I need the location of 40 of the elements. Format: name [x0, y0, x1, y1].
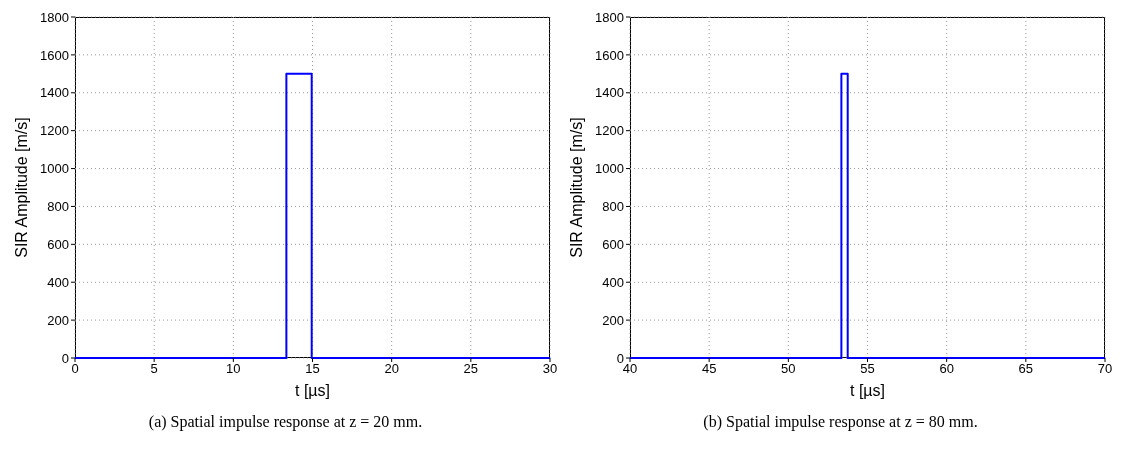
y-tick-label: 1600 — [40, 47, 69, 63]
x-tick-label: 30 — [542, 361, 558, 377]
x-axis-title: t [µs] — [850, 382, 885, 399]
x-tick-label: 60 — [939, 361, 954, 377]
x-tick-label: 0 — [71, 361, 79, 377]
y-tick-label: 400 — [602, 274, 624, 290]
y-tick-label: 800 — [602, 199, 624, 215]
y-tick-label: 1600 — [595, 47, 624, 63]
text: (b) Spatial impulse response at z = 80 mm. — [702, 413, 979, 431]
x-tick-label: 50 — [781, 361, 796, 377]
x-tick-label: 10 — [226, 361, 241, 377]
y-tick-label: 800 — [47, 199, 69, 215]
y-tick-label: 1800 — [40, 9, 69, 25]
x-tick-label: 55 — [860, 361, 875, 377]
y-tick-label: 600 — [602, 236, 624, 252]
x-tick-label: 40 — [622, 361, 638, 377]
y-tick-label: 0 — [61, 350, 69, 366]
x-tick-label: 5 — [150, 361, 158, 377]
y-tick-label: 0 — [616, 350, 624, 366]
y-tick-label: 400 — [47, 274, 69, 290]
x-tick-label: 70 — [1097, 361, 1113, 377]
y-tick-label: 1400 — [40, 85, 69, 101]
y-tick-label: 1200 — [595, 123, 624, 139]
x-tick-label: 20 — [384, 361, 399, 377]
x-tick-label: 45 — [701, 361, 717, 377]
y-tick-label: 1200 — [40, 123, 69, 139]
x-tick-label: 25 — [463, 361, 479, 377]
x-tick-label: 65 — [1018, 361, 1034, 377]
y-tick-label: 1000 — [40, 161, 69, 177]
y-tick-label: 1000 — [595, 161, 624, 177]
y-tick-label: 1400 — [595, 85, 624, 101]
y-axis-title: SIR Amplitude [m/s] — [12, 117, 30, 258]
y-tick-label: 600 — [47, 236, 69, 252]
x-axis-title: t [µs] — [295, 382, 330, 399]
y-tick-label: 200 — [602, 312, 624, 328]
y-axis-title: SIR Amplitude [m/s] — [567, 117, 585, 258]
y-tick-label: 1800 — [595, 9, 624, 25]
y-tick-label: 200 — [47, 312, 69, 328]
text: (a) Spatial impulse response at z = 20 mm. — [147, 413, 424, 431]
x-tick-label: 15 — [305, 361, 320, 377]
